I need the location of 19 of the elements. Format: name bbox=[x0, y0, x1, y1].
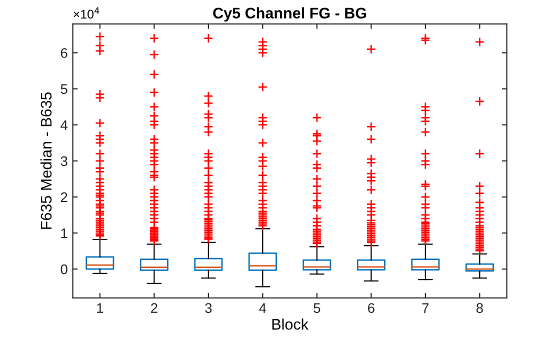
y-tick-label: 3 bbox=[60, 156, 68, 166]
y-tick-label: 4 bbox=[60, 120, 68, 130]
x-tick-label: 4 bbox=[259, 303, 266, 313]
x-tick-label: 3 bbox=[205, 303, 212, 313]
y-tick-label: 0 bbox=[60, 264, 68, 274]
x-tick-label: 1 bbox=[97, 303, 104, 313]
x-tick-label: 6 bbox=[368, 303, 374, 313]
y-tick-label: 2 bbox=[60, 192, 68, 202]
x-tick-label: 2 bbox=[151, 303, 158, 313]
x-tick-label: 5 bbox=[314, 303, 320, 313]
y-tick-label: 6 bbox=[60, 48, 68, 58]
x-tick-label: 7 bbox=[422, 303, 429, 313]
y-tick-label: 5 bbox=[60, 84, 68, 94]
y-axis-title: F635 Median - B635 bbox=[40, 92, 52, 229]
x-tick-label: 8 bbox=[476, 303, 483, 313]
text: ×10$^{4}$ bbox=[74, 7, 100, 19]
x-axis-title: Block bbox=[272, 318, 308, 330]
chart-title: Cy5 Channel FG - BG bbox=[213, 7, 366, 22]
y-tick-label: 1 bbox=[61, 228, 68, 238]
